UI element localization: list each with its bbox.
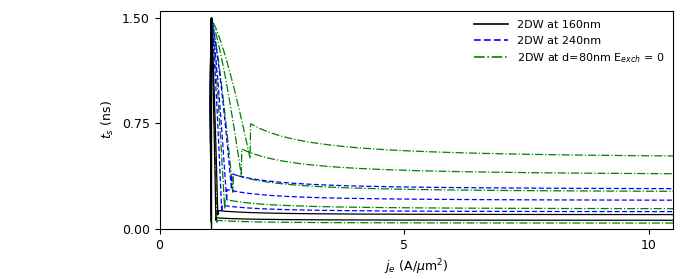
Legend: 2DW at 160nm, 2DW at 240nm, 2DW at d=80nm E$_{exch}$ = 0: 2DW at 160nm, 2DW at 240nm, 2DW at d=80n…	[471, 17, 668, 68]
Y-axis label: $\mathit{t}_s$ (ns): $\mathit{t}_s$ (ns)	[100, 100, 117, 140]
X-axis label: $\mathit{j}_e$ (A/$\mu$m$^2$): $\mathit{j}_e$ (A/$\mu$m$^2$)	[384, 257, 448, 277]
